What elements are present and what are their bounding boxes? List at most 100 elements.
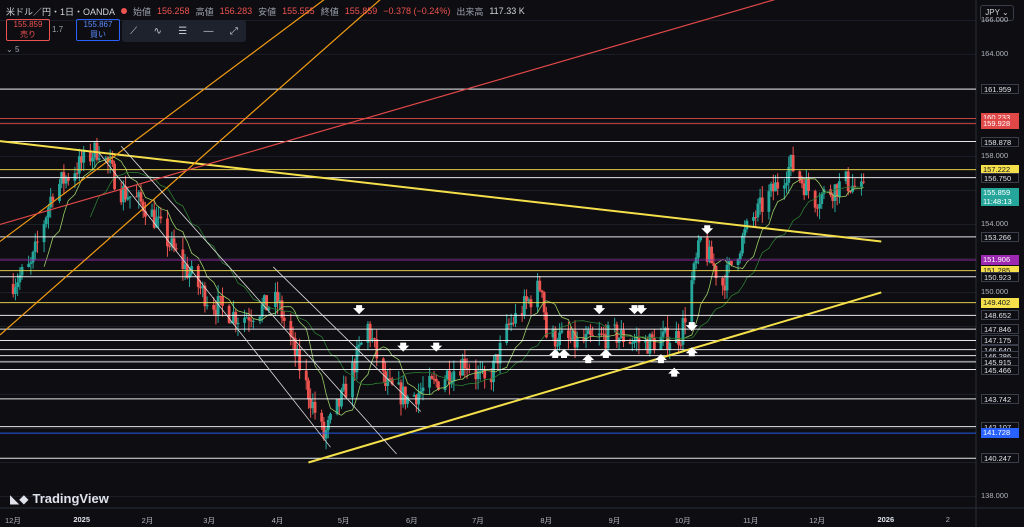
candle-body	[661, 331, 665, 337]
candle-body	[489, 378, 493, 383]
candle-body	[80, 156, 83, 163]
candle-body	[591, 334, 595, 336]
candle-body	[366, 323, 370, 343]
candle-body	[419, 391, 423, 394]
candle-body	[448, 370, 451, 385]
candle-body	[437, 381, 440, 390]
candle-body	[648, 334, 652, 354]
candle-body	[600, 333, 603, 335]
candle-body	[278, 300, 282, 303]
candle-body	[597, 333, 601, 336]
candle-body	[851, 185, 855, 192]
candle-body	[862, 181, 866, 183]
tradingview-logo: ◣◆ TradingView	[10, 491, 109, 506]
price-level-tag: 145.466	[981, 364, 1019, 375]
candle-body	[743, 229, 747, 236]
candle-body	[137, 192, 141, 198]
candle-body	[104, 157, 108, 159]
ray-icon[interactable]: ⤢	[229, 25, 238, 37]
candle-body	[280, 300, 284, 318]
candle-body	[58, 183, 61, 201]
candle-body	[628, 342, 632, 344]
candle-body	[168, 246, 172, 248]
candle-body	[644, 339, 647, 343]
candle-body	[351, 362, 354, 398]
up-arrow-icon	[582, 354, 595, 364]
down-arrow-icon	[430, 342, 443, 352]
candle-body	[474, 369, 478, 380]
candle-body	[584, 334, 588, 342]
horizontal-line-icon[interactable]: —	[203, 25, 214, 37]
price-level-tag: 150.923	[981, 271, 1019, 282]
candle-body	[166, 218, 169, 247]
candle-body	[232, 311, 235, 323]
indicator-toggle[interactable]: ⌄ 5	[6, 45, 20, 54]
up-arrow-icon	[549, 348, 562, 358]
candle-body	[373, 338, 376, 340]
candle-body	[276, 291, 279, 303]
candle-body	[776, 182, 780, 189]
candle-body	[745, 220, 749, 230]
price-level-tag: 141.728	[981, 428, 1019, 439]
candle-body	[463, 358, 467, 369]
candle-body	[236, 322, 240, 325]
candle-body	[738, 253, 742, 260]
symbol-name[interactable]: 米ドル／円・1日・OANDA	[6, 6, 116, 17]
candle-body	[31, 251, 35, 263]
brush-icon[interactable]: ∿	[153, 25, 162, 37]
orange-channel-line	[0, 0, 325, 242]
fib-icon[interactable]: ☰	[178, 25, 188, 37]
candle-body	[47, 207, 50, 218]
candle-body	[558, 332, 562, 346]
candle-body	[77, 156, 81, 174]
symbol-header: 米ドル／円・1日・OANDA 始値 156.258 高値 156.283 安値 155…	[6, 4, 525, 18]
candle-body	[815, 207, 819, 209]
candle-body	[428, 376, 432, 388]
candle-body	[375, 339, 379, 359]
time-tick-label: 5月	[337, 516, 350, 525]
candle-body	[260, 304, 264, 317]
candle-body	[443, 379, 447, 390]
candle-body	[849, 191, 852, 193]
candle-body	[536, 280, 539, 308]
candle-body	[681, 318, 685, 345]
candle-body	[571, 330, 575, 340]
candle-body	[798, 171, 802, 180]
candle-body	[172, 238, 176, 249]
candle-body	[833, 184, 837, 201]
candle-body	[150, 209, 154, 217]
price-level-tag: 157.222	[981, 164, 1019, 175]
price-level-tag: 149.402	[981, 297, 1019, 308]
candle-body	[342, 383, 346, 390]
channel-line	[98, 152, 331, 448]
candle-body	[445, 370, 449, 380]
candle-body	[190, 266, 194, 274]
price-level-tag: 156.750	[981, 172, 1019, 183]
candle-body	[20, 266, 24, 276]
candle-body	[712, 263, 716, 266]
candle-body	[66, 177, 70, 181]
candle-body	[293, 338, 297, 356]
candle-body	[714, 265, 718, 279]
candle-body	[820, 193, 824, 204]
time-tick-label: 7月	[472, 516, 484, 525]
candle-body	[782, 185, 786, 189]
high-label: 高値	[195, 6, 214, 17]
candle-body	[668, 342, 672, 350]
close-label: 終値	[320, 6, 339, 17]
candle-body	[344, 383, 348, 398]
candle-body	[767, 191, 771, 212]
trend-line-icon[interactable]: ⟋	[130, 25, 138, 37]
candle-body	[355, 346, 359, 373]
candle-body	[619, 330, 623, 338]
currency-selector[interactable]: JPY ⌄	[980, 5, 1014, 21]
candle-body	[575, 338, 579, 348]
sell-button[interactable]: 155.859 売り	[6, 19, 50, 41]
candle-body	[110, 160, 114, 164]
brand-name: TradingView	[32, 491, 109, 506]
candle-body	[113, 163, 116, 190]
candle-body	[249, 320, 253, 322]
buy-button[interactable]: 155.867 買い	[76, 19, 120, 41]
time-tick-label: 4月	[271, 516, 284, 525]
